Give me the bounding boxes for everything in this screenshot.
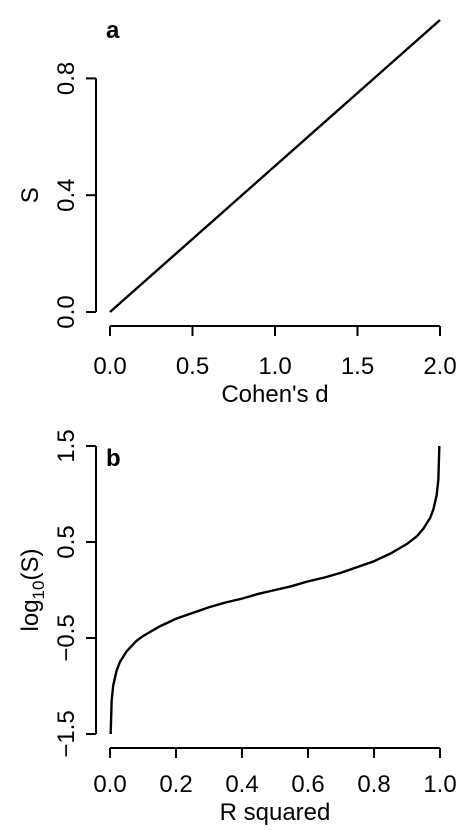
x-tick-label: 1.5 bbox=[341, 353, 374, 380]
x-tick-label: 1.0 bbox=[258, 353, 291, 380]
y-axis-title: S bbox=[17, 187, 44, 203]
panel-a: 0.0 0.4 0.8 0.0 0.5 1.0 1.5 2.0 Cohen's d Sa bbox=[17, 17, 457, 408]
y-tick-label: −1.5 bbox=[53, 710, 80, 757]
y-tick-label: 0.8 bbox=[53, 62, 80, 95]
x-tick-label: 0.0 bbox=[93, 353, 126, 380]
panel-label: a bbox=[106, 17, 120, 44]
x-tick-label: 0.5 bbox=[176, 353, 209, 380]
x-tick-label: 0.8 bbox=[357, 771, 390, 798]
x-tick-label: 2.0 bbox=[423, 353, 456, 380]
y-axis-title: log10(S) bbox=[17, 549, 48, 632]
x-tick-label: 0.4 bbox=[225, 771, 258, 798]
y-tick-label: 0.0 bbox=[53, 295, 80, 328]
series-line bbox=[109, 19, 441, 313]
x-tick-label: 0.2 bbox=[159, 771, 192, 798]
x-axis-title: R squared bbox=[220, 799, 331, 826]
series-line bbox=[109, 445, 441, 735]
panel-label: b bbox=[106, 445, 121, 472]
y-tick-label: 0.4 bbox=[53, 179, 80, 212]
x-axis-title: Cohen's d bbox=[221, 381, 328, 408]
y-tick-label: −0.5 bbox=[53, 614, 80, 661]
x-tick-label: 1.0 bbox=[423, 771, 456, 798]
x-tick-label: 0.6 bbox=[291, 771, 324, 798]
y-tick-label: 0.5 bbox=[53, 525, 80, 558]
y-tick-label: 1.5 bbox=[53, 429, 80, 462]
x-tick-label: 0.0 bbox=[93, 771, 126, 798]
panel-b: −1.5 −0.5 0.5 1.5 0.0 0.2 0.4 0.6 0.8 1.0 R square… bbox=[17, 429, 457, 826]
